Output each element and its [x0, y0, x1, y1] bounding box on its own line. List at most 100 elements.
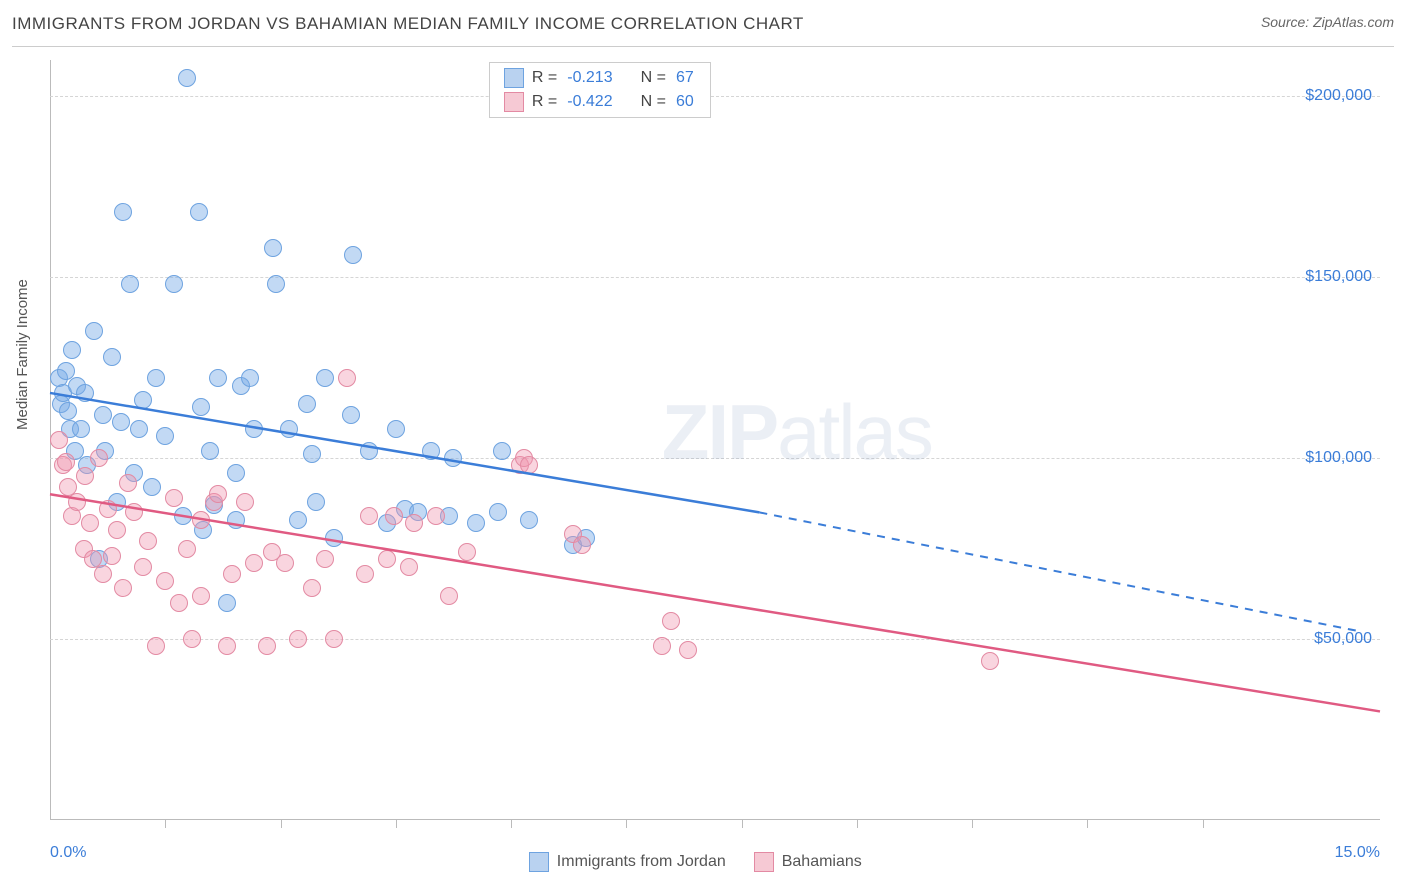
- data-point: [119, 474, 137, 492]
- data-point: [440, 587, 458, 605]
- gridline-h: [50, 277, 1380, 278]
- data-point: [192, 587, 210, 605]
- chart-title: IMMIGRANTS FROM JORDAN VS BAHAMIAN MEDIA…: [12, 14, 804, 34]
- y-tick-label: $100,000: [1305, 449, 1372, 467]
- y-tick-label: $50,000: [1314, 630, 1372, 648]
- r-value: -0.213: [565, 69, 614, 87]
- data-point: [103, 547, 121, 565]
- data-point: [85, 322, 103, 340]
- data-point: [125, 503, 143, 521]
- data-point: [121, 275, 139, 293]
- data-point: [258, 637, 276, 655]
- data-point: [338, 369, 356, 387]
- data-point: [360, 507, 378, 525]
- data-point: [427, 507, 445, 525]
- data-point: [57, 453, 75, 471]
- data-point: [520, 456, 538, 474]
- stats-legend: R =-0.213N =67R =-0.422N =60: [489, 62, 711, 118]
- data-point: [170, 594, 188, 612]
- title-bar: IMMIGRANTS FROM JORDAN VS BAHAMIAN MEDIA…: [12, 14, 1394, 47]
- data-point: [72, 420, 90, 438]
- x-tick: [396, 820, 397, 828]
- data-point: [223, 565, 241, 583]
- data-point: [981, 652, 999, 670]
- data-point: [387, 420, 405, 438]
- data-point: [114, 203, 132, 221]
- data-point: [147, 637, 165, 655]
- data-point: [303, 445, 321, 463]
- legend-swatch: [529, 852, 549, 872]
- data-point: [245, 554, 263, 572]
- data-point: [679, 641, 697, 659]
- data-point: [489, 503, 507, 521]
- data-point: [241, 369, 259, 387]
- data-point: [134, 391, 152, 409]
- data-point: [68, 493, 86, 511]
- data-point: [307, 493, 325, 511]
- data-point: [360, 442, 378, 460]
- data-point: [493, 442, 511, 460]
- data-point: [267, 275, 285, 293]
- data-point: [90, 449, 108, 467]
- stats-legend-row: R =-0.213N =67: [490, 66, 710, 90]
- legend-swatch: [754, 852, 774, 872]
- data-point: [209, 369, 227, 387]
- data-point: [303, 579, 321, 597]
- x-tick: [626, 820, 627, 828]
- data-point: [94, 565, 112, 583]
- data-point: [165, 489, 183, 507]
- data-point: [236, 493, 254, 511]
- x-tick: [1087, 820, 1088, 828]
- data-point: [378, 550, 396, 568]
- data-point: [50, 431, 68, 449]
- scatter-plot: $50,000$100,000$150,000$200,0000.0%15.0%…: [50, 60, 1380, 820]
- data-point: [467, 514, 485, 532]
- data-point: [444, 449, 462, 467]
- x-tick: [1203, 820, 1204, 828]
- legend-swatch: [504, 68, 524, 88]
- data-point: [130, 420, 148, 438]
- data-point: [344, 246, 362, 264]
- data-point: [422, 442, 440, 460]
- gridline-h: [50, 458, 1380, 459]
- y-tick-label: $150,000: [1305, 268, 1372, 286]
- data-point: [94, 406, 112, 424]
- gridline-h: [50, 96, 1380, 97]
- data-point: [143, 478, 161, 496]
- data-point: [147, 369, 165, 387]
- data-point: [276, 554, 294, 572]
- plot-area: [50, 60, 1380, 820]
- y-tick-label: $200,000: [1305, 87, 1372, 105]
- data-point: [218, 637, 236, 655]
- x-tick: [165, 820, 166, 828]
- legend-label: Bahamians: [782, 853, 862, 871]
- data-point: [280, 420, 298, 438]
- data-point: [156, 572, 174, 590]
- stats-legend-row: R =-0.422N =60: [490, 90, 710, 114]
- data-point: [264, 239, 282, 257]
- bottom-legend: Immigrants from Jordan Bahamians: [529, 852, 862, 872]
- data-point: [400, 558, 418, 576]
- data-point: [325, 529, 343, 547]
- data-point: [108, 521, 126, 539]
- legend-label: Immigrants from Jordan: [557, 853, 726, 871]
- data-point: [174, 507, 192, 525]
- source-label: Source: ZipAtlas.com: [1261, 14, 1394, 30]
- x-tick: [742, 820, 743, 828]
- data-point: [178, 69, 196, 87]
- legend-swatch: [504, 92, 524, 112]
- data-point: [385, 507, 403, 525]
- data-point: [178, 540, 196, 558]
- x-tick-label: 15.0%: [1335, 844, 1380, 862]
- data-point: [316, 550, 334, 568]
- data-point: [573, 536, 591, 554]
- y-axis-title: Median Family Income: [14, 279, 31, 430]
- x-tick: [857, 820, 858, 828]
- data-point: [190, 203, 208, 221]
- legend-item: Immigrants from Jordan: [529, 852, 726, 872]
- data-point: [201, 442, 219, 460]
- data-point: [76, 384, 94, 402]
- x-tick: [281, 820, 282, 828]
- legend-item: Bahamians: [754, 852, 862, 872]
- data-point: [76, 467, 94, 485]
